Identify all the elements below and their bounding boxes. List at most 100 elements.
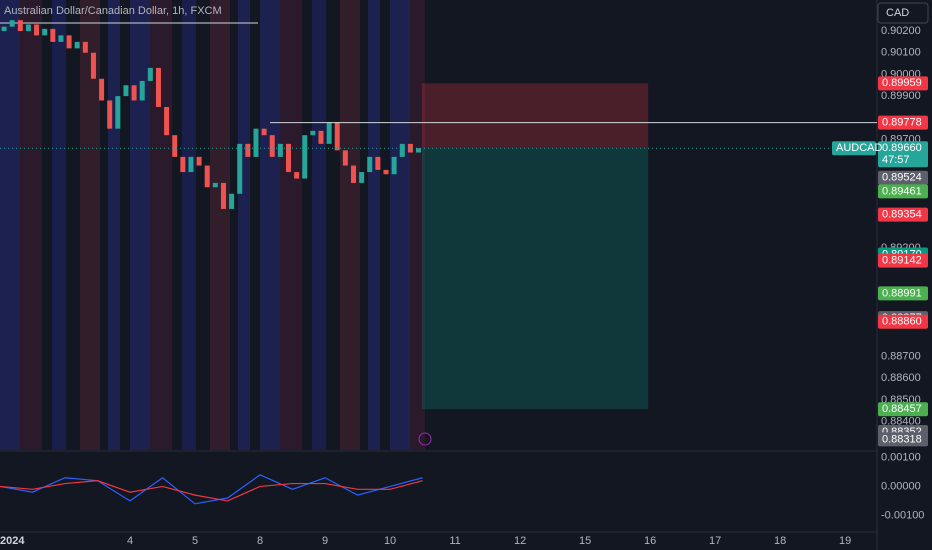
- candle: [17, 20, 23, 32]
- candle: [342, 150, 348, 166]
- price-badge-label: 0.89354: [882, 208, 922, 220]
- candle: [310, 130, 316, 136]
- symbol-badge: [832, 141, 876, 156]
- x-tick-label: 17: [709, 535, 721, 547]
- x-tick-label: 2024: [0, 535, 25, 547]
- candle: [350, 165, 356, 183]
- price-badge: [878, 402, 928, 417]
- chart-title: Australian Dollar/Canadian Dollar, 1h, F…: [4, 5, 222, 17]
- candle: [147, 67, 153, 81]
- price-badge: [878, 115, 928, 130]
- price-badge-label: 0.88457: [882, 403, 922, 415]
- y-tick-label: 0.88700: [881, 350, 921, 362]
- candle: [204, 165, 210, 188]
- candle: [334, 122, 340, 151]
- candle: [229, 193, 235, 209]
- candle: [66, 35, 72, 49]
- last-price-badge: [878, 141, 928, 168]
- y-tick-label: 0.88600: [881, 372, 921, 384]
- candle: [155, 67, 161, 107]
- price-badge: [878, 76, 928, 91]
- candle: [172, 135, 178, 157]
- symbol-label: AUDCAD: [836, 142, 883, 154]
- y-tick-label: 0.89900: [881, 90, 921, 102]
- currency-label[interactable]: CAD: [886, 7, 909, 19]
- candle: [82, 41, 88, 53]
- currency-button[interactable]: [877, 2, 929, 24]
- candle: [139, 80, 145, 101]
- osc-tick-label: 0.00000: [881, 480, 921, 492]
- candle: [25, 24, 31, 32]
- price-badge-label: 0.88860: [882, 316, 922, 328]
- x-tick-label: 9: [322, 535, 328, 547]
- osc-line: [0, 474, 423, 505]
- osc-tick-label: -0.00100: [881, 509, 924, 521]
- price-badge: [878, 207, 928, 222]
- price-badge-label: 0.89461: [882, 185, 922, 197]
- candle: [285, 143, 291, 173]
- x-tick-label: 8: [257, 535, 263, 547]
- osc-tick-label: 0.00100: [881, 451, 921, 463]
- candle: [42, 28, 48, 36]
- x-tick-label: 4: [127, 535, 133, 547]
- x-tick-label: 12: [514, 535, 526, 547]
- candle: [164, 106, 170, 136]
- candle: [220, 182, 226, 209]
- price-badge-label: 0.89142: [882, 254, 922, 266]
- candle: [74, 41, 80, 49]
- x-tick-label: 16: [644, 535, 656, 547]
- candle: [115, 96, 121, 129]
- price-badge: [878, 314, 928, 329]
- y-tick-label: 0.90100: [881, 47, 921, 59]
- target-zone: [421, 148, 649, 410]
- candle: [196, 156, 202, 166]
- price-badge-label: 0.88318: [882, 433, 922, 445]
- countdown: 47:57: [882, 154, 910, 166]
- price-badge-label: 0.89778: [882, 116, 922, 128]
- x-tick-label: 11: [449, 535, 460, 547]
- candle: [375, 156, 381, 170]
- price-badge-label: 0.89524: [882, 172, 922, 184]
- stop-zone: [421, 83, 649, 149]
- price-badge-label: 0.88991: [882, 287, 922, 299]
- x-tick-label: 18: [774, 535, 786, 547]
- candle: [277, 143, 283, 157]
- candle: [261, 128, 267, 136]
- candle: [237, 143, 243, 194]
- x-tick-label: 5: [192, 535, 198, 547]
- candle: [383, 169, 389, 175]
- candle: [391, 156, 397, 175]
- candle: [302, 135, 308, 179]
- candle: [34, 24, 40, 36]
- candle: [269, 135, 275, 157]
- price-badge: [878, 432, 928, 447]
- osc-line: [0, 480, 423, 502]
- y-tick-label: 0.90200: [881, 25, 921, 37]
- candle: [326, 122, 332, 144]
- candle: [123, 85, 129, 97]
- candle: [58, 35, 64, 42]
- candle: [407, 143, 413, 153]
- price-badge: [878, 286, 928, 301]
- x-tick-label: 19: [839, 535, 851, 547]
- candle: [416, 148, 422, 153]
- candle: [367, 156, 373, 173]
- price-badge: [878, 170, 928, 185]
- y-tick-label: 0.88400: [881, 415, 921, 427]
- candle: [180, 156, 186, 173]
- candle: [1, 26, 7, 32]
- candle: [188, 156, 194, 173]
- price-badge: [878, 253, 928, 268]
- x-tick-label: 15: [579, 535, 591, 547]
- price-badge-label: 0.89959: [882, 77, 922, 89]
- event-icon[interactable]: [418, 432, 432, 446]
- x-tick-label: 10: [384, 535, 396, 547]
- candle: [131, 85, 137, 101]
- candle: [50, 28, 56, 42]
- candle: [253, 128, 259, 157]
- candle: [212, 182, 218, 188]
- candle: [9, 20, 15, 27]
- last-price-label: 0.89660: [882, 142, 922, 154]
- price-badge: [878, 184, 928, 199]
